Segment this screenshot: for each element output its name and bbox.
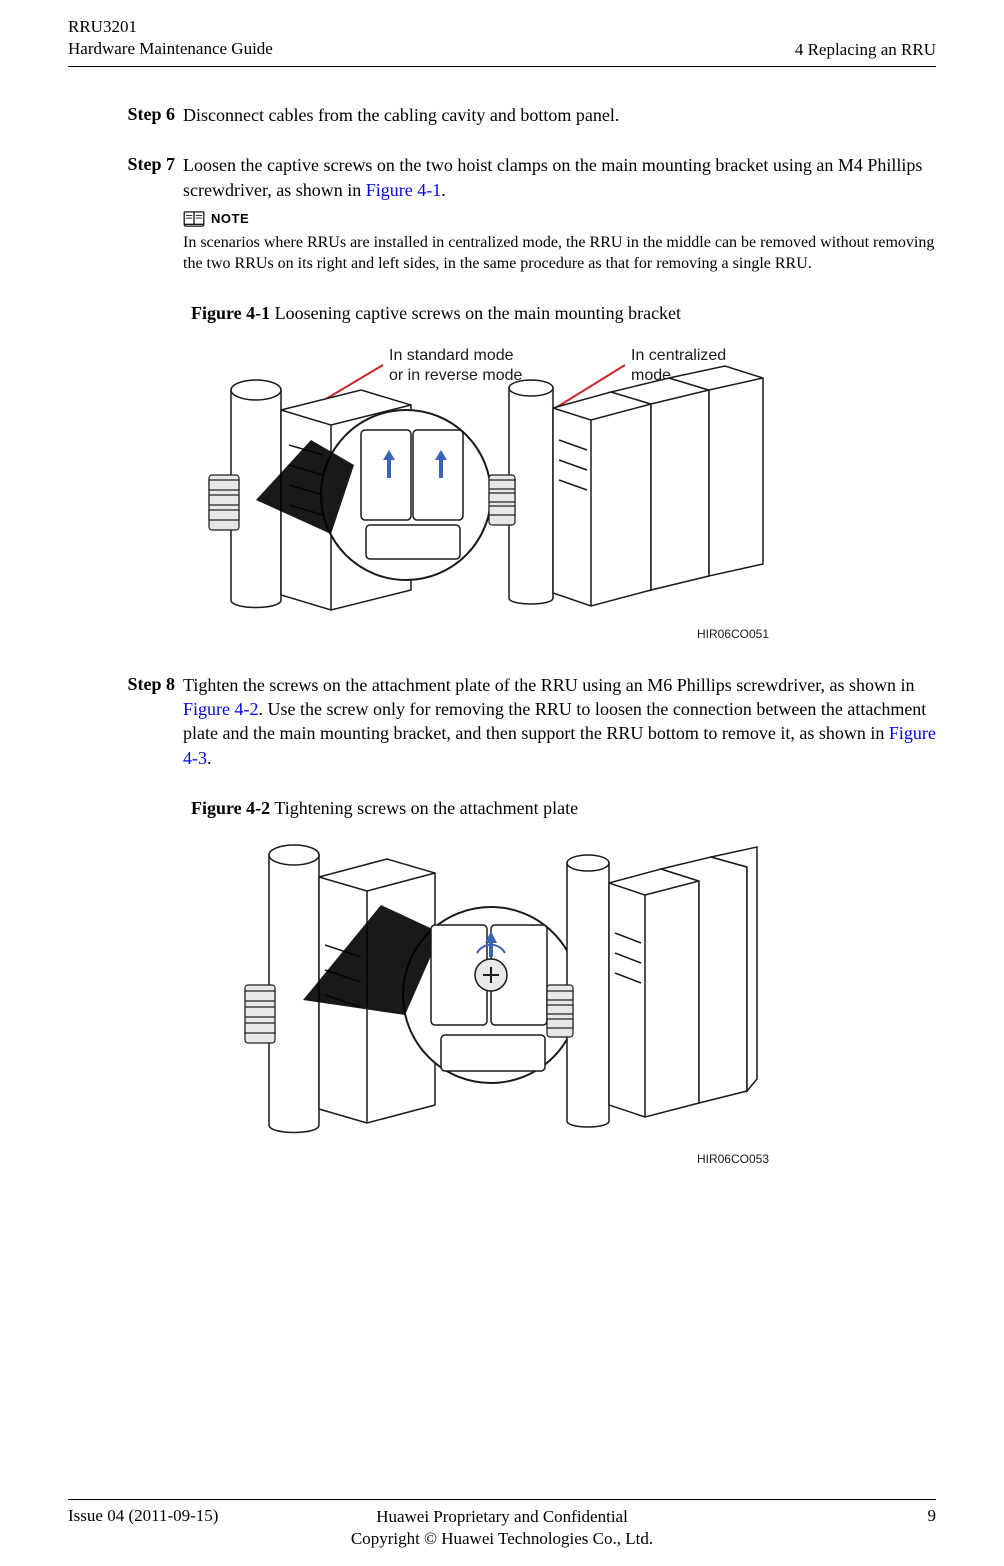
figure-4-2-caption: Figure 4-2 Tightening screws on the atta… (191, 798, 771, 819)
step-7-body: Loosen the captive screws on the two hoi… (183, 153, 936, 282)
fig1-label-left-line1: In standard mode (389, 347, 514, 364)
header-left-block: RRU3201 Hardware Maintenance Guide (68, 16, 273, 60)
figure-4-1-image-id: HIR06CO051 (697, 627, 769, 641)
figure-4-1-caption: Figure 4-1 Loosening captive screws on t… (191, 303, 771, 324)
fig1-label-right-line1: In centralized (631, 347, 726, 364)
step-8: Step 8 Tighten the screws on the attachm… (68, 673, 936, 778)
fig1-label-left-line2: or in reverse mode (389, 367, 522, 384)
page-footer: Issue 04 (2011-09-15) Huawei Proprietary… (68, 1499, 936, 1566)
note-label: NOTE (211, 210, 249, 228)
figure-4-2-image-id: HIR06CO053 (697, 1152, 769, 1166)
figure-4-1-link[interactable]: Figure 4-1 (366, 180, 442, 200)
footer-page-number: 9 (726, 1506, 936, 1526)
step-7: Step 7 Loosen the captive screws on the … (68, 153, 936, 282)
step-6: Step 6 Disconnect cables from the cablin… (68, 103, 936, 135)
figure-4-2-visual: HIR06CO053 (191, 825, 771, 1170)
figure-4-1-label-bold: Figure 4-1 (191, 303, 270, 323)
figure-4-2-link[interactable]: Figure 4-2 (183, 699, 259, 719)
step-8-text: Tighten the screws on the attachment pla… (183, 673, 936, 770)
step-7-text-part1: Loosen the captive screws on the two hoi… (183, 155, 922, 199)
page-content: Step 6 Disconnect cables from the cablin… (68, 67, 936, 1499)
step-8-text-part3: . (207, 748, 212, 768)
step-8-label: Step 8 (68, 673, 183, 778)
note-heading: NOTE (183, 210, 936, 228)
figure-4-2-label-bold: Figure 4-2 (191, 798, 270, 818)
step-6-text: Disconnect cables from the cabling cavit… (183, 103, 936, 127)
doc-id: RRU3201 (68, 16, 273, 38)
figure-4-2-caption-rest: Tightening screws on the attachment plat… (270, 798, 578, 818)
figure-4-1-block: Figure 4-1 Loosening captive screws on t… (191, 303, 771, 645)
header-right-block: 4 Replacing an RRU (795, 40, 936, 60)
step-6-body: Disconnect cables from the cabling cavit… (183, 103, 936, 135)
footer-center: Huawei Proprietary and Confidential Copy… (278, 1506, 726, 1550)
section-title: 4 Replacing an RRU (795, 40, 936, 60)
step-8-text-part1: Tighten the screws on the attachment pla… (183, 675, 915, 695)
figure-4-1-caption-rest: Loosening captive screws on the main mou… (270, 303, 681, 323)
step-7-text: Loosen the captive screws on the two hoi… (183, 153, 936, 202)
footer-center-line2: Copyright © Huawei Technologies Co., Ltd… (278, 1528, 726, 1550)
footer-issue: Issue 04 (2011-09-15) (68, 1506, 278, 1526)
step-7-text-part2: . (441, 180, 446, 200)
step-8-text-part2: . Use the screw only for removing the RR… (183, 699, 926, 743)
figure-4-2-block: Figure 4-2 Tightening screws on the atta… (191, 798, 771, 1170)
note-text: In scenarios where RRUs are installed in… (183, 232, 936, 275)
step-8-body: Tighten the screws on the attachment pla… (183, 673, 936, 778)
figure-4-1-visual: In standard mode or in reverse mode In c… (191, 330, 771, 645)
step-6-label: Step 6 (68, 103, 183, 135)
page-header: RRU3201 Hardware Maintenance Guide 4 Rep… (68, 0, 936, 67)
note-book-icon (183, 211, 205, 227)
step-7-label: Step 7 (68, 153, 183, 282)
footer-center-line1: Huawei Proprietary and Confidential (278, 1506, 726, 1528)
doc-subtitle: Hardware Maintenance Guide (68, 38, 273, 60)
